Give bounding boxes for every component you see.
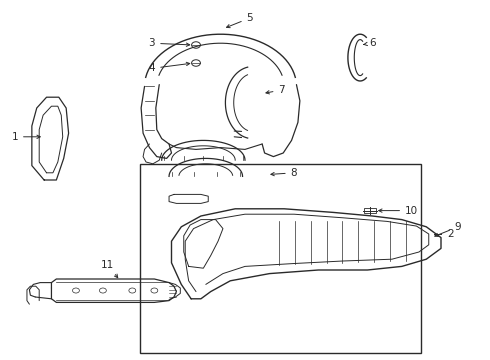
- Text: 6: 6: [364, 38, 376, 48]
- Text: 10: 10: [379, 206, 418, 216]
- Text: 11: 11: [101, 260, 118, 278]
- Bar: [364, 208, 376, 213]
- Bar: [140, 164, 421, 353]
- Text: 2: 2: [447, 229, 454, 239]
- Text: 5: 5: [226, 13, 253, 28]
- Text: 4: 4: [148, 62, 190, 73]
- Text: 8: 8: [271, 168, 297, 178]
- Text: 9: 9: [435, 222, 462, 237]
- Text: 7: 7: [266, 85, 285, 95]
- Text: 3: 3: [148, 38, 190, 48]
- Text: 1: 1: [11, 132, 40, 142]
